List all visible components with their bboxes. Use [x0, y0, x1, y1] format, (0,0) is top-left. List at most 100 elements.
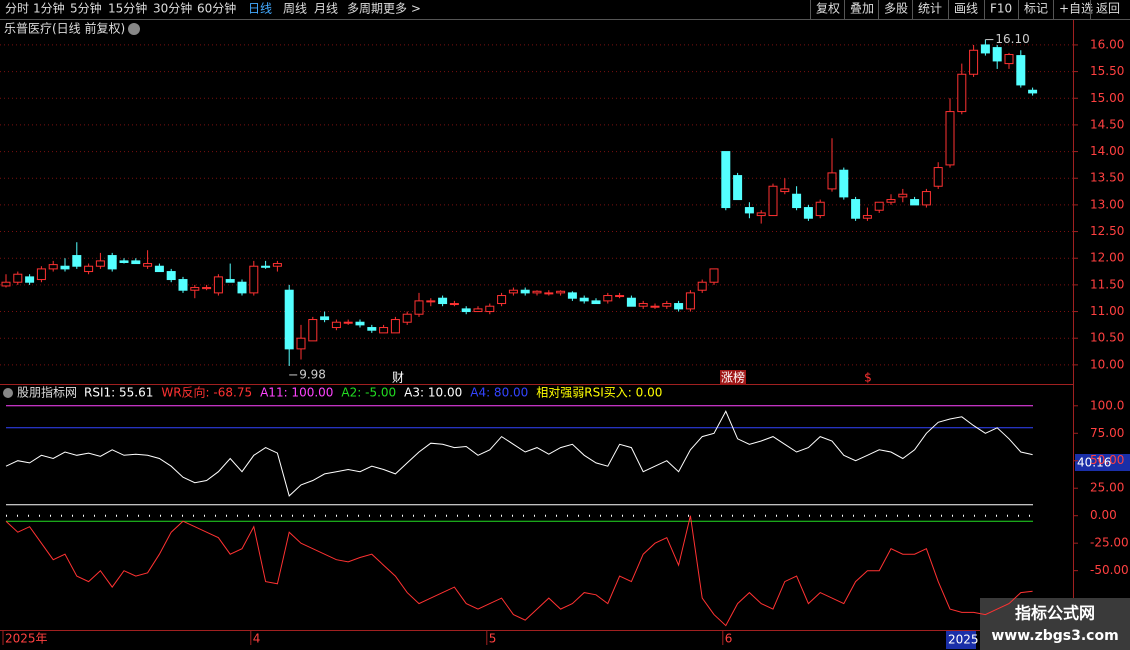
candle-body — [249, 265, 259, 294]
candle-body — [851, 199, 861, 219]
candle-body — [508, 289, 518, 294]
y-tick-label: 11.50 — [1090, 277, 1124, 291]
toolbar-button[interactable]: 周线 — [283, 2, 307, 16]
x-tick-label: 5 — [489, 632, 497, 646]
candle-body — [567, 292, 577, 299]
y-tick-label: 25.00 — [1090, 481, 1124, 495]
toolbar-button[interactable]: 标记 — [1024, 2, 1048, 16]
candle-body — [603, 295, 613, 302]
toolbar-button[interactable]: 60分钟 — [197, 1, 236, 16]
candle-body — [272, 263, 282, 267]
candle-body — [426, 300, 436, 303]
candle-body — [355, 321, 365, 326]
toolbar-button[interactable]: 分时 — [5, 2, 29, 16]
candle-body — [154, 265, 164, 273]
y-tick-label: 15.50 — [1090, 64, 1124, 78]
toolbar-button[interactable]: 返回 — [1096, 2, 1120, 16]
candle-body — [674, 303, 684, 310]
candle-body — [945, 111, 955, 166]
y-tick-label: 0.00 — [1090, 508, 1117, 522]
candle-body — [1004, 54, 1014, 65]
candle-body — [296, 337, 306, 350]
toolbar-button[interactable]: 30分钟 — [153, 1, 192, 16]
toolbar-button[interactable]: F10 — [990, 2, 1012, 16]
candle-body — [367, 327, 377, 331]
toolbar-button[interactable]: 月线 — [314, 2, 338, 16]
legend-entry: RSI1: 55.61 — [84, 386, 153, 400]
candle-body — [119, 260, 129, 263]
candle-body — [379, 327, 389, 334]
candle-body — [414, 300, 424, 315]
low-label: 9.98 — [299, 367, 326, 381]
candle-body — [320, 316, 330, 321]
event-marker[interactable]: $ — [864, 371, 872, 385]
candle-body — [744, 207, 754, 214]
toolbar-button[interactable]: 多周期 — [347, 2, 383, 16]
watermark-url: www.zbgs3.com — [991, 628, 1118, 644]
candle-body — [921, 191, 931, 206]
candle-body — [886, 199, 896, 203]
toolbar-button[interactable]: 15分钟 — [108, 1, 147, 16]
candle-body — [532, 290, 542, 294]
candle-body — [60, 265, 70, 270]
toolbar-button[interactable]: 统计 — [918, 2, 942, 16]
cursor-date-box — [946, 631, 976, 649]
y-tick-label: 11.00 — [1090, 304, 1124, 318]
candle-body — [697, 281, 707, 291]
toolbar-button[interactable]: 复权 — [816, 2, 840, 16]
x-tick-label: 6 — [725, 632, 733, 646]
y-tick-label: 10.00 — [1090, 357, 1124, 371]
toolbar-button[interactable]: +自选 — [1059, 2, 1093, 16]
candle-body — [190, 287, 200, 291]
legend-entry: A11: 100.00 — [260, 386, 333, 400]
cursor-date: 2025 — [948, 633, 979, 647]
title-dropdown[interactable] — [128, 23, 140, 35]
toolbar-button[interactable]: 叠加 — [850, 2, 874, 16]
toolbar-button[interactable]: 日线 — [248, 2, 272, 16]
watermark-title: 指标公式网 — [1015, 604, 1095, 623]
indicator-dropdown[interactable] — [3, 388, 13, 398]
y-tick-label: -50.00 — [1090, 563, 1129, 577]
y-tick-label: 15.00 — [1090, 91, 1124, 105]
toolbar-button[interactable]: 1分钟 — [33, 1, 65, 16]
legend-entry: A4: 80.00 — [470, 386, 528, 400]
legend-entry: A3: 10.00 — [404, 386, 462, 400]
candle-body — [792, 193, 802, 209]
candle-body — [969, 49, 979, 75]
event-marker[interactable]: 财 — [392, 371, 404, 385]
event-marker[interactable]: 涨榜 — [721, 370, 745, 385]
candle-body — [143, 263, 153, 267]
legend-entry: 相对强弱RSI买入: 0.00 — [536, 386, 662, 400]
candle-body — [497, 295, 507, 305]
candle-body — [662, 303, 672, 307]
candle-body — [213, 276, 223, 294]
candle-body — [957, 73, 967, 113]
candle-body — [438, 297, 448, 305]
toolbar-button[interactable]: 5分钟 — [70, 1, 102, 16]
cursor-value-box — [1075, 454, 1130, 471]
candle-body — [874, 201, 884, 211]
toolbar-button[interactable]: 画线 — [954, 2, 978, 16]
candle-body — [402, 313, 412, 323]
event-marker-bg — [720, 370, 746, 385]
indicator-line — [5, 410, 1033, 497]
toolbar-button[interactable]: 多股 — [884, 2, 908, 16]
candle-body — [72, 255, 82, 267]
y-tick-label: 75.00 — [1090, 426, 1124, 440]
y-tick-label: -25.00 — [1090, 536, 1129, 550]
candle-body — [615, 295, 625, 298]
y-tick-label: 14.00 — [1090, 144, 1124, 158]
candle-body — [980, 44, 990, 54]
candle-body — [650, 305, 660, 308]
candle-body — [48, 264, 58, 270]
high-label: 16.10 — [995, 32, 1029, 46]
y-tick-label: 50.00 — [1090, 453, 1124, 467]
candle-body — [485, 305, 495, 313]
y-tick-label: 12.00 — [1090, 251, 1124, 265]
cursor-value: 40.16 — [1077, 456, 1111, 470]
candle-body — [261, 265, 271, 268]
toolbar-button[interactable]: 更多 > — [383, 2, 421, 16]
legend-entry: A2: -5.00 — [341, 386, 396, 400]
